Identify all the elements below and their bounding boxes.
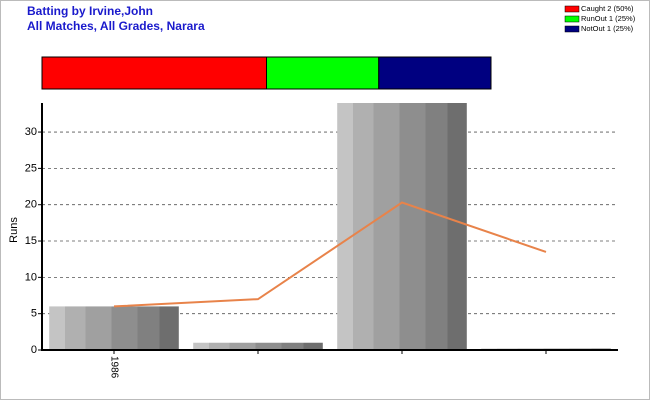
y-tick-label: 0: [31, 344, 37, 356]
line: [113, 201, 547, 308]
legend-swatch: [564, 15, 580, 23]
y-tick-label: 10: [25, 271, 37, 283]
bar: [337, 103, 467, 350]
y-tick-label: 15: [25, 235, 37, 247]
y-tick-label: 25: [25, 162, 37, 174]
y-tick-label: 5: [31, 308, 37, 320]
y-tick-label: 20: [25, 199, 37, 211]
percent-segment: [41, 56, 267, 90]
legend-label: Caught 2 (50%): [581, 4, 634, 13]
y-tick-label: 30: [25, 126, 37, 138]
bar: [49, 306, 179, 350]
y-axis-label: Runs: [8, 217, 20, 243]
x-tick-label: 1986: [108, 356, 119, 379]
legend-swatch: [564, 5, 580, 13]
legend-label: NotOut 1 (25%): [581, 24, 634, 33]
percent-segment: [378, 56, 492, 90]
percent-segment: [266, 56, 380, 90]
chart-title: Batting by Irvine,John: [27, 4, 153, 18]
bar: [193, 342, 323, 350]
legend-swatch: [564, 25, 580, 33]
legend-label: RunOut 1 (25%): [581, 14, 636, 23]
chart-subtitle: All Matches, All Grades, Narara: [27, 19, 205, 33]
